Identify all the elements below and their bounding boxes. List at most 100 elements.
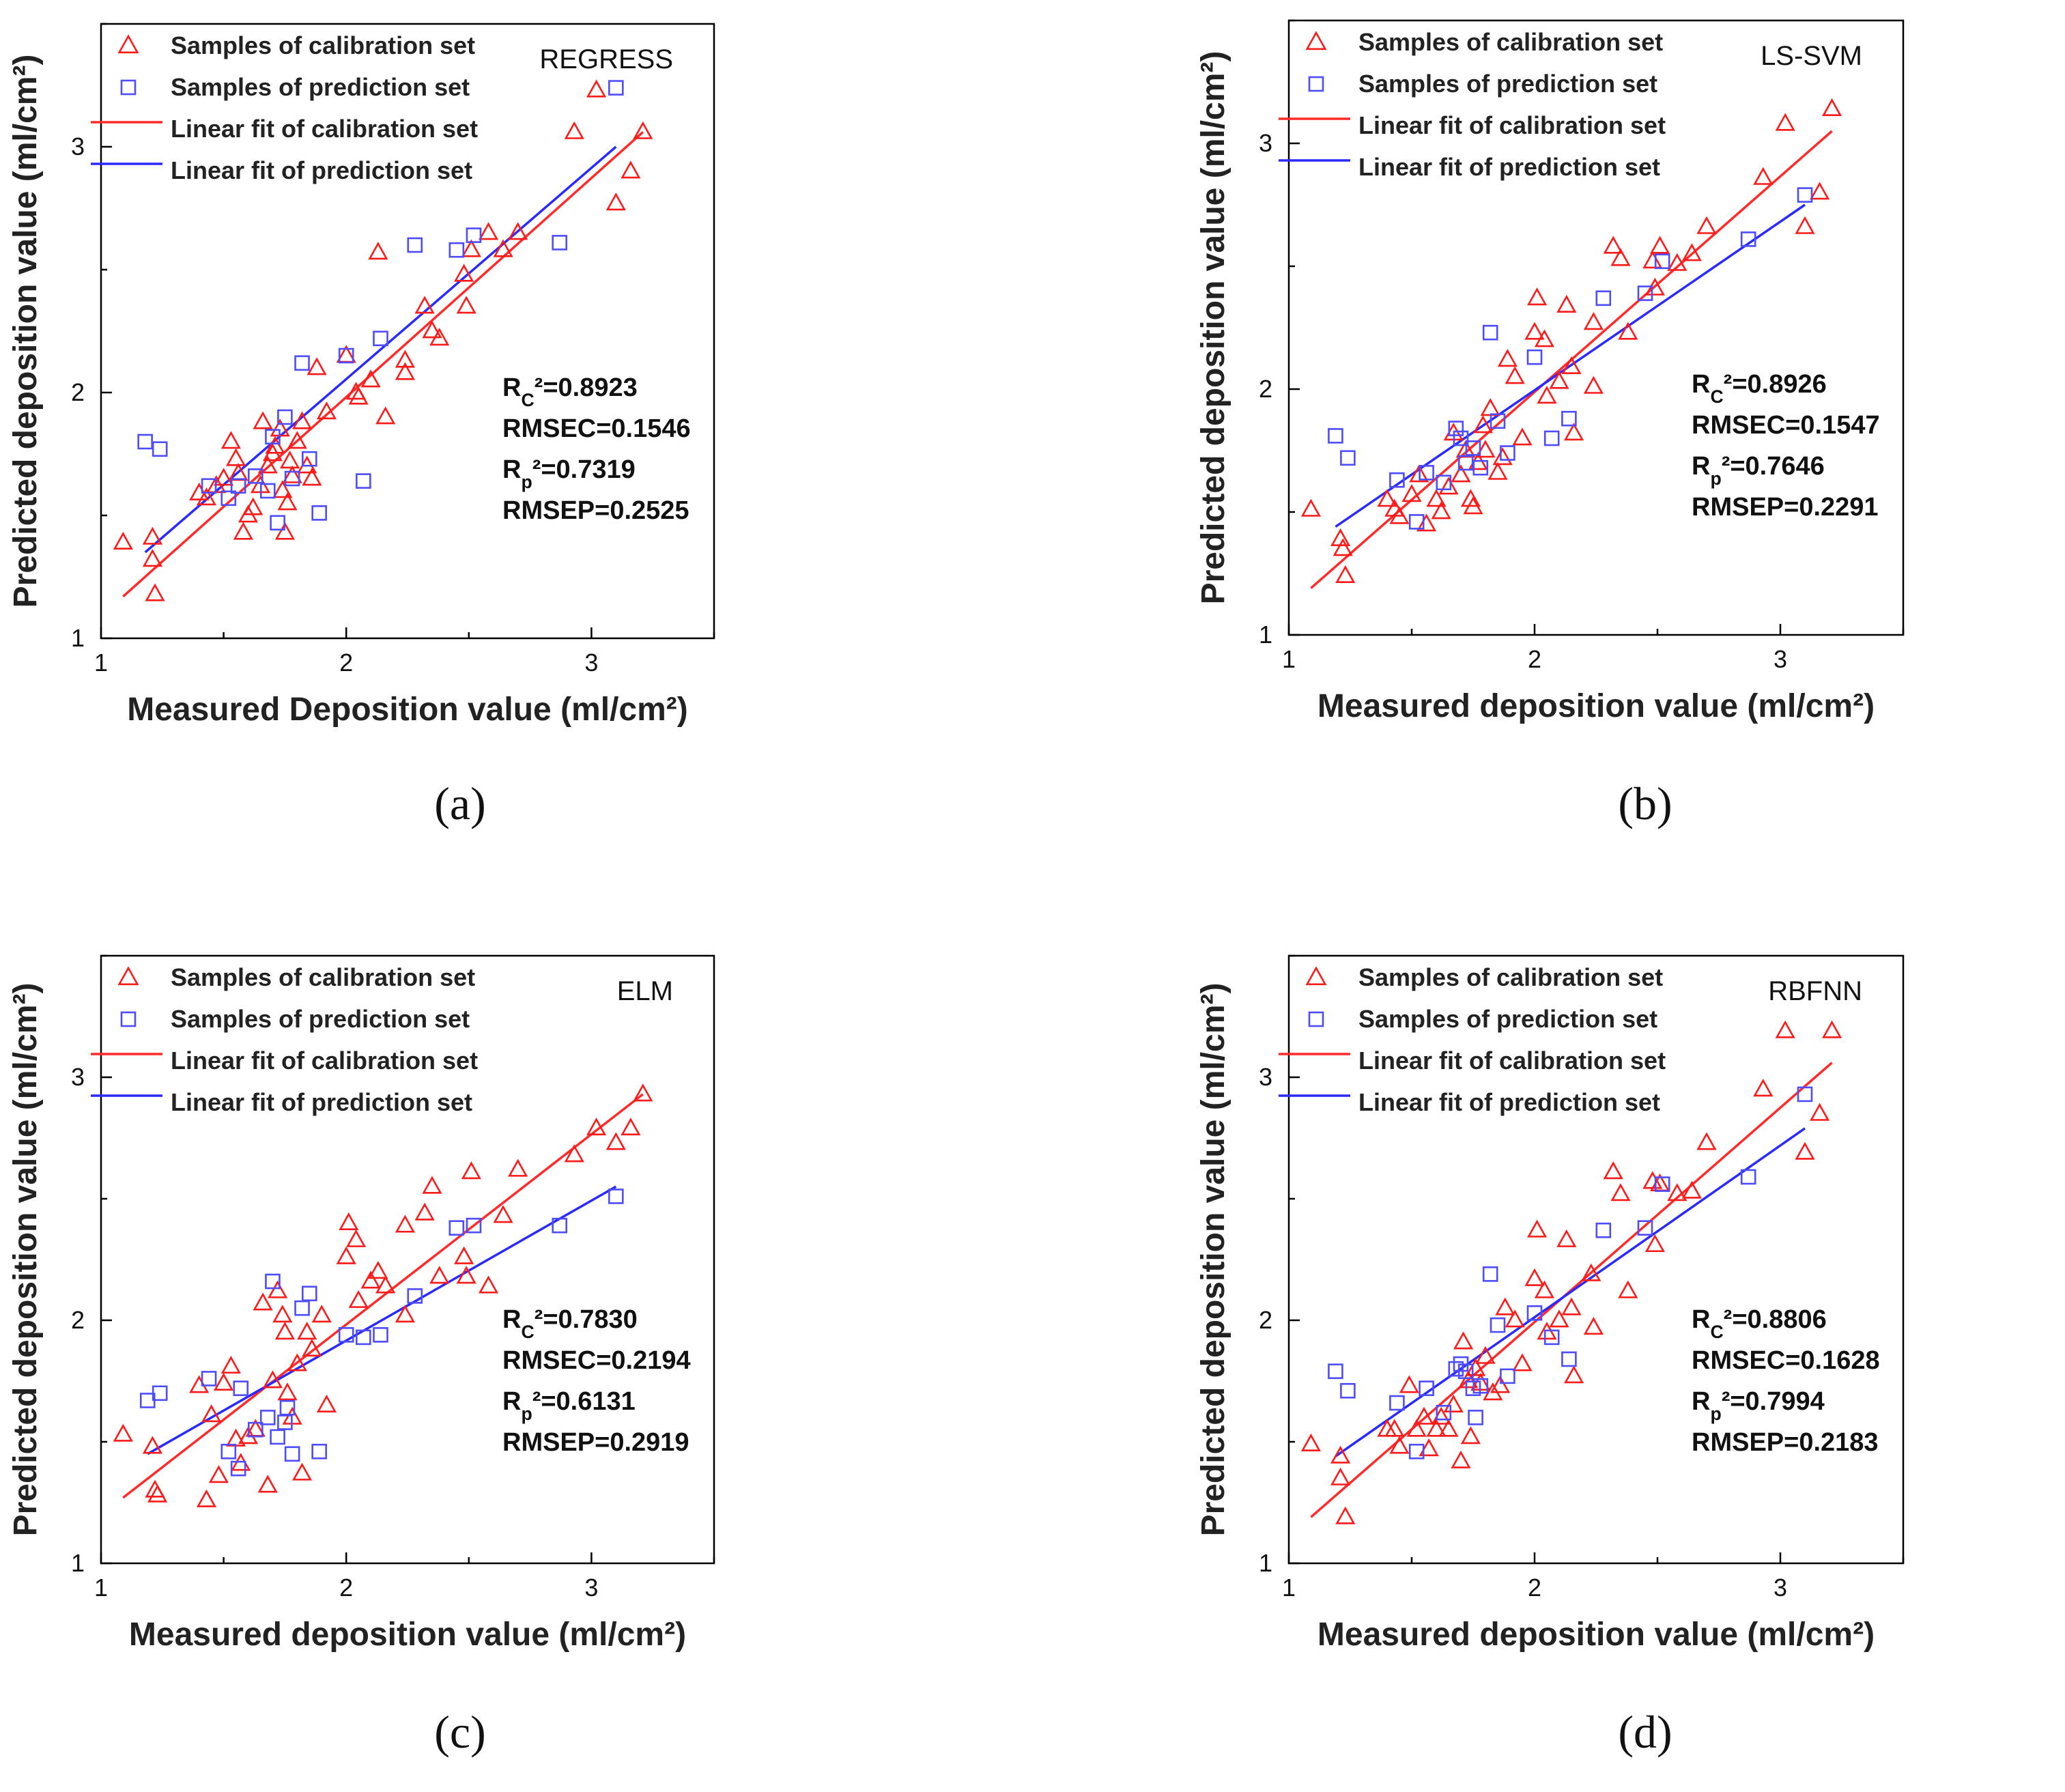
model-name: REGRESS bbox=[539, 44, 673, 74]
calibration-point bbox=[1603, 236, 1623, 254]
calibration-point bbox=[220, 1355, 241, 1374]
calibration-point bbox=[461, 239, 481, 257]
prediction-point bbox=[356, 473, 371, 489]
prediction-point bbox=[1526, 349, 1543, 365]
stat-label: Rp²=0.6131 bbox=[502, 1387, 636, 1424]
calibration-point bbox=[1753, 1079, 1774, 1097]
x-tick-label: 3 bbox=[1774, 645, 1787, 673]
stat-label: RMSEC=0.1628 bbox=[1692, 1346, 1880, 1375]
stat-label: RC²=0.8806 bbox=[1692, 1305, 1827, 1342]
calibration-point bbox=[1451, 1450, 1471, 1468]
calibration-point bbox=[395, 350, 415, 368]
calibration-point bbox=[508, 222, 528, 240]
x-axis-label: Measured deposition value (ml/cm²) bbox=[1318, 1617, 1875, 1653]
calibration-point bbox=[478, 1275, 499, 1294]
x-tick-label: 3 bbox=[584, 649, 598, 677]
calibration-point bbox=[493, 1205, 513, 1223]
plot-frame bbox=[1287, 954, 1905, 1565]
prediction-point bbox=[356, 1329, 371, 1346]
calibration-point bbox=[1753, 167, 1774, 185]
prediction-point bbox=[1740, 1169, 1756, 1185]
legend-label: Linear fit of calibration set bbox=[1358, 111, 1666, 139]
calibration-point bbox=[233, 522, 253, 540]
stat-label: RMSEP=0.2291 bbox=[1692, 493, 1879, 522]
x-tick-label: 2 bbox=[1528, 1574, 1541, 1602]
calibration-point bbox=[113, 1423, 133, 1442]
legend: Samples of calibration set Samples of pre… bbox=[1279, 28, 1666, 181]
plot-frame bbox=[100, 23, 715, 640]
calibration-point bbox=[1822, 98, 1842, 116]
legend-calibration-marker bbox=[117, 34, 139, 54]
prediction-point bbox=[1490, 413, 1506, 429]
panel-letter: (d) bbox=[1618, 1706, 1672, 1758]
calibration-point bbox=[1384, 1419, 1405, 1437]
legend: Samples of calibration set Samples of pre… bbox=[91, 963, 478, 1116]
legend-label: Linear fit of prediction set bbox=[171, 156, 472, 184]
prediction-point bbox=[311, 505, 327, 521]
chart-panel-b: 1 2 3 1 2 3 Measured deposition value (ml/cm²)… bbox=[1195, 19, 1905, 829]
prediction-point bbox=[1490, 1317, 1506, 1333]
calibration-point bbox=[1492, 447, 1513, 466]
prediction-point bbox=[284, 1446, 300, 1462]
prediction-point bbox=[552, 1217, 568, 1234]
calibration-point bbox=[1438, 477, 1459, 495]
stat-label: Rp²=0.7319 bbox=[502, 455, 636, 492]
calibration-point bbox=[1497, 349, 1518, 367]
prediction-point bbox=[302, 451, 317, 467]
y-tick-label: 1 bbox=[1259, 621, 1272, 649]
calibration-point bbox=[1480, 398, 1500, 416]
calibration-point bbox=[1667, 253, 1687, 271]
calibration-point bbox=[282, 465, 302, 483]
prediction-point bbox=[1561, 410, 1577, 427]
prediction-point bbox=[407, 1288, 423, 1304]
legend-calibration-marker bbox=[117, 966, 139, 986]
prediction-point bbox=[1340, 450, 1356, 466]
calibration-point bbox=[422, 320, 442, 339]
calibration-point bbox=[147, 1484, 168, 1503]
prediction-point bbox=[284, 470, 300, 487]
stat-label: RMSEP=0.2183 bbox=[1692, 1428, 1879, 1457]
calibration-point bbox=[621, 1118, 641, 1136]
stat-label: RMSEC=0.1546 bbox=[502, 414, 691, 443]
calibration-point bbox=[316, 1394, 337, 1412]
calibration-point bbox=[493, 239, 513, 257]
calibration-point bbox=[1409, 464, 1429, 483]
prediction-point bbox=[201, 1371, 217, 1386]
x-tick-label: 3 bbox=[584, 1574, 598, 1602]
legend: Samples of calibration set Samples of pre… bbox=[91, 31, 478, 184]
calibration-point bbox=[142, 526, 162, 545]
legend-label: Samples of prediction set bbox=[171, 73, 470, 101]
calibration-point bbox=[307, 357, 327, 375]
prediction-point bbox=[270, 1429, 285, 1445]
calibration-point bbox=[454, 264, 474, 282]
chart-panel-a: 1 2 3 1 2 3 Measured Deposition value (ml/cm²)… bbox=[8, 23, 715, 829]
calibration-point bbox=[336, 1246, 356, 1264]
calibration-point bbox=[272, 480, 293, 498]
calibration-point bbox=[1650, 236, 1670, 254]
prediction-point bbox=[1654, 253, 1670, 270]
calibration-point bbox=[360, 369, 381, 388]
x-axis-label: Measured Deposition value (ml/cm²) bbox=[127, 692, 688, 728]
calibration-point bbox=[395, 1305, 415, 1323]
prediction-point bbox=[1740, 231, 1756, 247]
prediction-point bbox=[1465, 440, 1481, 456]
calibration-point bbox=[1524, 1268, 1545, 1286]
calibration-point bbox=[375, 1275, 396, 1294]
prediction-point bbox=[265, 429, 281, 445]
calibration-point bbox=[1451, 464, 1471, 483]
legend: Samples of calibration set Samples of pre… bbox=[1279, 963, 1666, 1116]
calibration-point bbox=[1460, 489, 1481, 507]
calibration-point bbox=[414, 296, 435, 314]
prediction-point bbox=[1637, 1220, 1653, 1236]
chart-panel-c: 1 2 3 1 2 3 Measured deposition value (ml/cm²)… bbox=[8, 954, 715, 1758]
calibration-point bbox=[1681, 243, 1702, 261]
y-axis-label: Predicted deposition value (ml/cm²) bbox=[1195, 983, 1231, 1537]
calibration-point bbox=[1561, 356, 1582, 375]
x-tick-label: 2 bbox=[1528, 645, 1541, 673]
calibration-point bbox=[1438, 1419, 1459, 1437]
calibration-point bbox=[302, 468, 322, 486]
legend-prediction-marker bbox=[1308, 76, 1324, 92]
y-axis-label: Predicted deposition value (ml/cm²) bbox=[8, 983, 44, 1537]
prediction-point bbox=[294, 355, 310, 371]
calibration-point bbox=[1537, 386, 1557, 404]
